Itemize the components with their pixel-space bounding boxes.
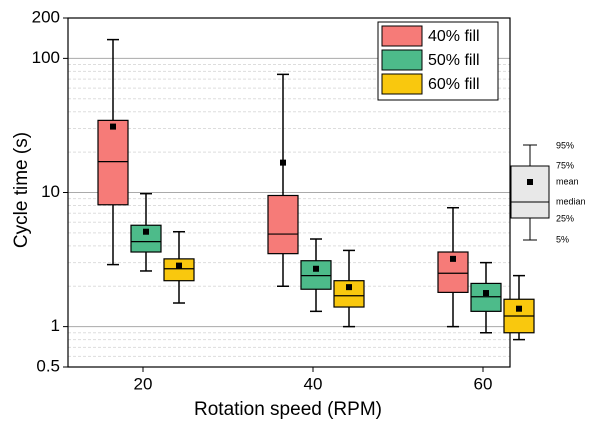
mean xyxy=(143,228,149,235)
mean xyxy=(110,123,116,130)
mean xyxy=(280,159,286,166)
x-tick-label: 40 xyxy=(304,374,323,393)
legend-swatch xyxy=(381,25,423,47)
y-tick-label: 100 xyxy=(32,48,60,67)
x-axis-title: Rotation speed (RPM) xyxy=(194,399,382,420)
mean xyxy=(176,262,182,269)
mean xyxy=(483,290,489,297)
y-tick-label: 0.5 xyxy=(36,356,60,375)
legend-swatch xyxy=(381,73,423,95)
box-legend-label: 95% xyxy=(556,140,574,150)
y-tick-label: 1 xyxy=(51,316,60,335)
box xyxy=(267,194,299,255)
box xyxy=(97,119,129,206)
legend-swatch xyxy=(381,49,423,71)
x-tick-label: 60 xyxy=(474,374,493,393)
y-tick-label: 10 xyxy=(41,182,60,201)
legend-label: 40% fill xyxy=(428,28,480,45)
box-legend-box xyxy=(510,165,550,219)
legend-label: 50% fill xyxy=(428,52,480,69)
x-tick-label: 20 xyxy=(134,374,153,393)
mean xyxy=(450,255,456,262)
y-tick-label: 200 xyxy=(32,7,60,26)
box-legend-label: 75% xyxy=(556,160,574,170)
legend-label: 60% fill xyxy=(428,76,480,93)
mean xyxy=(313,265,319,272)
y-axis-title: Cycle time (s) xyxy=(11,132,32,248)
mean xyxy=(516,305,522,312)
mean xyxy=(346,284,352,291)
box xyxy=(163,258,195,282)
box-legend-label: 25% xyxy=(556,213,574,223)
box-legend-label: 5% xyxy=(556,234,569,244)
box-legend-label: median xyxy=(556,196,586,206)
box xyxy=(470,282,502,312)
box xyxy=(300,260,332,290)
plot-frame xyxy=(67,17,511,368)
box-legend-label: mean xyxy=(556,176,579,186)
box-legend-mean xyxy=(527,179,533,185)
